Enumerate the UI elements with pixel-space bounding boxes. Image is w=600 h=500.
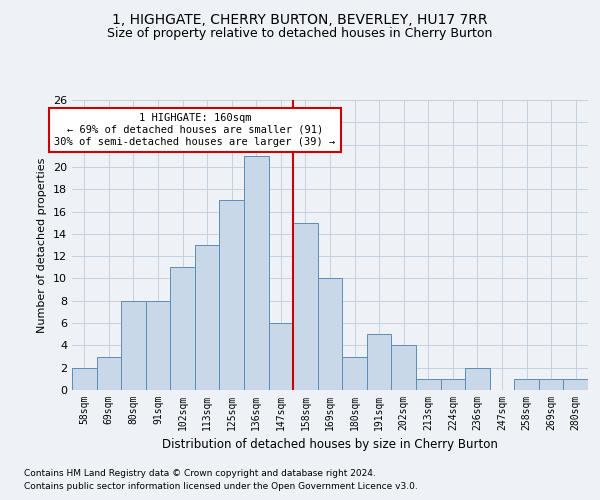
Bar: [416, 379, 440, 390]
Bar: [244, 156, 269, 390]
Bar: [293, 222, 318, 390]
Bar: [563, 379, 588, 390]
Bar: [121, 301, 146, 390]
Text: 1 HIGHGATE: 160sqm
← 69% of detached houses are smaller (91)
30% of semi-detache: 1 HIGHGATE: 160sqm ← 69% of detached hou…: [54, 114, 335, 146]
Text: Size of property relative to detached houses in Cherry Burton: Size of property relative to detached ho…: [107, 28, 493, 40]
Bar: [440, 379, 465, 390]
X-axis label: Distribution of detached houses by size in Cherry Burton: Distribution of detached houses by size …: [162, 438, 498, 452]
Bar: [465, 368, 490, 390]
Bar: [391, 346, 416, 390]
Y-axis label: Number of detached properties: Number of detached properties: [37, 158, 47, 332]
Bar: [97, 356, 121, 390]
Text: 1, HIGHGATE, CHERRY BURTON, BEVERLEY, HU17 7RR: 1, HIGHGATE, CHERRY BURTON, BEVERLEY, HU…: [112, 12, 488, 26]
Bar: [514, 379, 539, 390]
Bar: [195, 245, 220, 390]
Bar: [539, 379, 563, 390]
Bar: [367, 334, 391, 390]
Text: Contains HM Land Registry data © Crown copyright and database right 2024.: Contains HM Land Registry data © Crown c…: [24, 468, 376, 477]
Bar: [220, 200, 244, 390]
Bar: [146, 301, 170, 390]
Bar: [342, 356, 367, 390]
Text: Contains public sector information licensed under the Open Government Licence v3: Contains public sector information licen…: [24, 482, 418, 491]
Bar: [318, 278, 342, 390]
Bar: [269, 323, 293, 390]
Bar: [170, 268, 195, 390]
Bar: [72, 368, 97, 390]
